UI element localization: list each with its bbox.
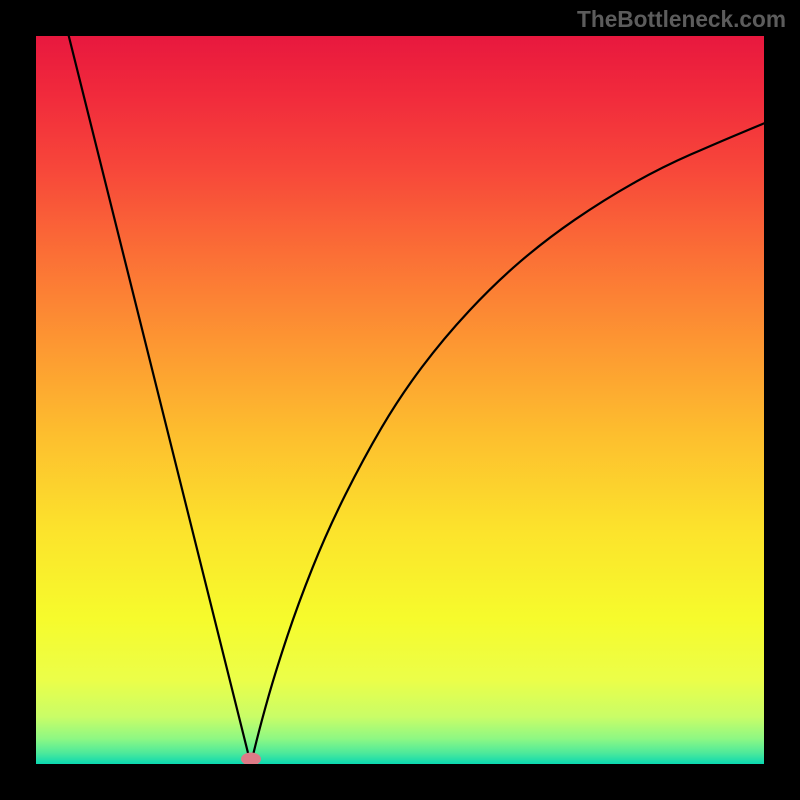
bottleneck-curve bbox=[69, 36, 764, 764]
watermark-text: TheBottleneck.com bbox=[577, 6, 786, 33]
plot-area bbox=[36, 36, 764, 764]
curve-svg bbox=[36, 36, 764, 764]
optimum-marker bbox=[241, 752, 261, 764]
